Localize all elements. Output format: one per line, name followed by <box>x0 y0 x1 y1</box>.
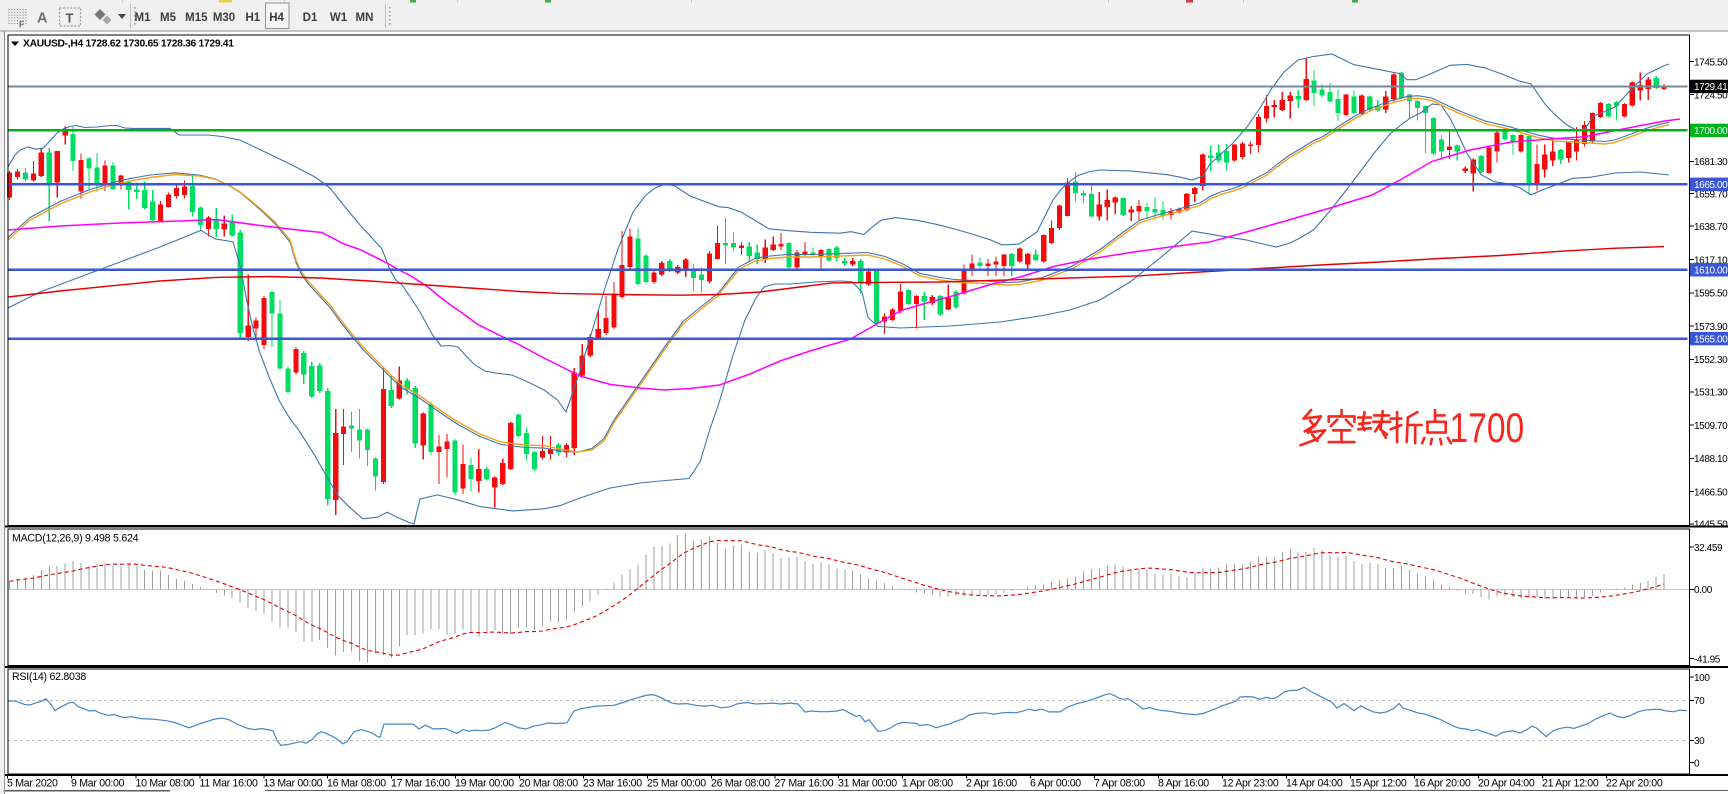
svg-text:1 Apr 08:00: 1 Apr 08:00 <box>902 778 953 790</box>
svg-text:RSI(14) 62.8038: RSI(14) 62.8038 <box>12 671 86 683</box>
svg-text:15 Apr 12:00: 15 Apr 12:00 <box>1350 778 1407 790</box>
svg-text:F: F <box>19 20 24 30</box>
svg-text:1595.50: 1595.50 <box>1694 289 1728 300</box>
svg-text:8 Apr 16:00: 8 Apr 16:00 <box>1158 778 1209 790</box>
svg-text:1466.50: 1466.50 <box>1694 488 1728 499</box>
svg-text:W1: W1 <box>330 12 348 24</box>
svg-text:M5: M5 <box>160 12 177 24</box>
svg-text:M1: M1 <box>135 12 152 24</box>
svg-text:1445.50: 1445.50 <box>1694 520 1728 531</box>
svg-text:1681.30: 1681.30 <box>1694 157 1728 168</box>
svg-text:1488.10: 1488.10 <box>1694 454 1728 465</box>
svg-text:1531.30: 1531.30 <box>1694 388 1728 399</box>
svg-text:14 Apr 04:00: 14 Apr 04:00 <box>1286 778 1343 790</box>
svg-text:26 Mar 08:00: 26 Mar 08:00 <box>711 778 770 790</box>
svg-text:11 Mar 16:00: 11 Mar 16:00 <box>200 778 258 790</box>
svg-text:D1: D1 <box>303 12 318 24</box>
svg-text:30: 30 <box>1694 736 1705 747</box>
svg-text:20 Apr 04:00: 20 Apr 04:00 <box>1478 778 1535 790</box>
svg-text:2 Apr 16:00: 2 Apr 16:00 <box>966 778 1017 790</box>
svg-text:17 Mar 16:00: 17 Mar 16:00 <box>391 778 450 790</box>
svg-text:32.459: 32.459 <box>1694 543 1723 554</box>
svg-text:23 Mar 16:00: 23 Mar 16:00 <box>583 778 642 790</box>
svg-text:70: 70 <box>1694 696 1705 707</box>
svg-text:1745.50: 1745.50 <box>1694 57 1728 68</box>
svg-text:A: A <box>37 11 48 27</box>
svg-text:21 Apr 12:00: 21 Apr 12:00 <box>1542 778 1599 790</box>
svg-text:MN: MN <box>356 12 374 24</box>
svg-text:16 Mar 08:00: 16 Mar 08:00 <box>327 778 386 790</box>
svg-text:13 Mar 00:00: 13 Mar 00:00 <box>264 778 323 790</box>
svg-text:16 Apr 20:00: 16 Apr 20:00 <box>1414 778 1471 790</box>
svg-text:-41.95: -41.95 <box>1694 654 1721 665</box>
svg-text:0.00: 0.00 <box>1694 585 1713 596</box>
svg-text:1509.70: 1509.70 <box>1694 421 1728 432</box>
svg-text:9 Mar 00:00: 9 Mar 00:00 <box>71 778 125 790</box>
svg-text:5 Mar 2020: 5 Mar 2020 <box>7 778 58 790</box>
svg-text:1724.50: 1724.50 <box>1694 91 1728 102</box>
svg-text:1552.30: 1552.30 <box>1694 355 1728 366</box>
svg-text:M15: M15 <box>185 12 208 24</box>
svg-text:20 Mar 08:00: 20 Mar 08:00 <box>519 778 578 790</box>
svg-text:H4: H4 <box>269 12 284 24</box>
svg-text:25 Mar 00:00: 25 Mar 00:00 <box>647 778 706 790</box>
svg-text:1729.41: 1729.41 <box>1694 82 1728 93</box>
svg-text:1565.00: 1565.00 <box>1694 334 1728 345</box>
svg-text:1665.00: 1665.00 <box>1694 180 1728 191</box>
svg-text:M30: M30 <box>213 12 235 24</box>
svg-text:XAUUSD-,H4 1728.62 1730.65 17: XAUUSD-,H4 1728.62 1730.65 1728.36 1729.… <box>23 39 234 50</box>
svg-text:H1: H1 <box>245 12 260 24</box>
svg-text:19 Mar 00:00: 19 Mar 00:00 <box>455 778 514 790</box>
svg-text:MACD(12,26,9) 9.498 5.624: MACD(12,26,9) 9.498 5.624 <box>12 533 139 545</box>
svg-text:T: T <box>66 11 74 26</box>
svg-text:1659.70: 1659.70 <box>1694 189 1728 200</box>
svg-text:1700: 1700 <box>1450 406 1525 452</box>
svg-text:27 Mar 16:00: 27 Mar 16:00 <box>775 778 834 790</box>
svg-text:12 Apr 23:00: 12 Apr 23:00 <box>1222 778 1279 790</box>
svg-text:1700.00: 1700.00 <box>1694 126 1728 137</box>
svg-text:7 Apr 08:00: 7 Apr 08:00 <box>1094 778 1145 790</box>
svg-text:1617.10: 1617.10 <box>1694 255 1728 266</box>
svg-text:100: 100 <box>1694 673 1710 684</box>
svg-text:6 Apr 00:00: 6 Apr 00:00 <box>1030 778 1081 790</box>
svg-text:1638.70: 1638.70 <box>1694 222 1728 233</box>
svg-text:0: 0 <box>1694 758 1700 769</box>
svg-text:1573.90: 1573.90 <box>1694 322 1728 333</box>
svg-text:31 Mar 00:00: 31 Mar 00:00 <box>838 778 897 790</box>
svg-text:10 Mar 08:00: 10 Mar 08:00 <box>136 778 195 790</box>
svg-text:1610.00: 1610.00 <box>1694 266 1728 277</box>
svg-text:22 Apr 20:00: 22 Apr 20:00 <box>1606 778 1663 790</box>
